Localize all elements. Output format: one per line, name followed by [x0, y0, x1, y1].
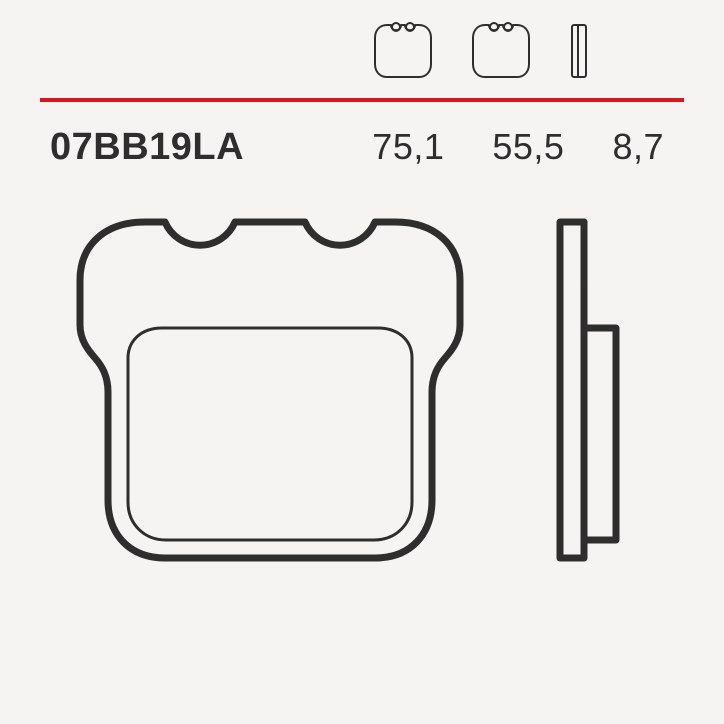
spec-row: 07BB19LA 75,1 55,5 8,7 [50, 126, 664, 169]
dim-height: 55,5 [492, 126, 564, 168]
thumb-side-icon [564, 20, 594, 80]
thumb-front-icon [466, 20, 536, 80]
thumb-front-icon [368, 20, 438, 80]
front-view-icon [50, 210, 490, 570]
side-view-icon [530, 210, 640, 570]
thumbnail-row [368, 20, 594, 80]
dim-width: 75,1 [372, 126, 444, 168]
part-number: 07BB19LA [50, 126, 244, 169]
accent-divider [40, 98, 684, 102]
dim-thickness: 8,7 [612, 126, 664, 168]
dimensions-group: 75,1 55,5 8,7 [372, 126, 664, 168]
main-drawing [50, 210, 640, 570]
diagram-canvas: 07BB19LA 75,1 55,5 8,7 [0, 0, 724, 724]
